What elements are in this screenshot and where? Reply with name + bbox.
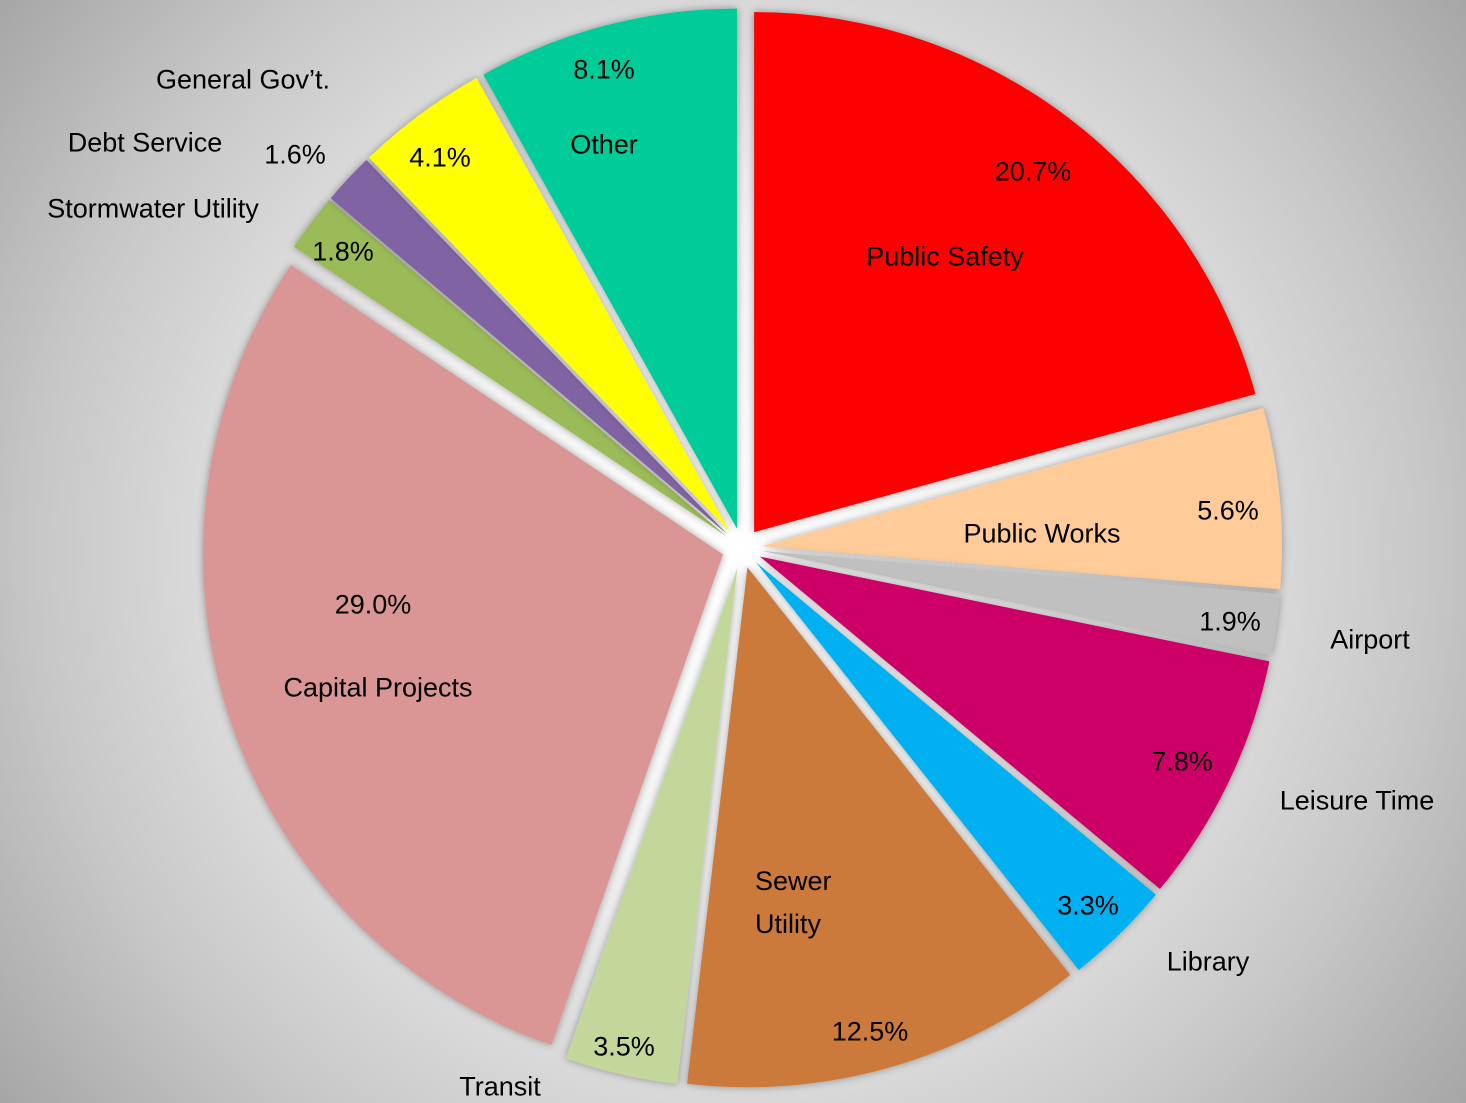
category-label: Capital Projects <box>283 672 473 703</box>
value-label: 3.5% <box>593 1031 655 1062</box>
value-label: 4.1% <box>409 142 471 173</box>
category-label: General Gov’t. <box>155 64 331 95</box>
pie-slice <box>760 556 1270 890</box>
pie-slice <box>203 265 724 1046</box>
value-label: 7.8% <box>1151 746 1213 777</box>
value-label: 3.3% <box>1057 890 1119 921</box>
category-label: Other <box>570 129 638 160</box>
value-label: 5.6% <box>1197 495 1259 526</box>
category-label: Public Safety <box>866 241 1024 272</box>
pie-slice <box>369 77 731 532</box>
pie-slice <box>761 408 1282 590</box>
pie-slice <box>754 12 1256 533</box>
category-label: Stormwater Utility <box>47 193 259 224</box>
value-label: 8.1% <box>573 54 635 85</box>
pie-slice <box>761 550 1280 656</box>
value-label: 1.8% <box>312 236 374 267</box>
value-label: 1.9% <box>1199 606 1261 637</box>
category-label: Sewer Utility <box>755 866 832 939</box>
category-label: Transit <box>459 1071 541 1102</box>
category-label: Debt Service <box>67 127 223 158</box>
value-label: 1.6% <box>264 139 326 170</box>
pie-slice <box>565 567 738 1084</box>
pie-slice <box>483 8 737 529</box>
category-label: Public Works <box>963 518 1121 549</box>
pie-slice <box>293 199 727 536</box>
category-label: Library <box>1166 946 1250 977</box>
pie-slice <box>687 567 1071 1088</box>
value-label: 12.5% <box>831 1016 909 1047</box>
value-label: 29.0% <box>334 589 412 620</box>
value-label: 20.7% <box>994 156 1072 187</box>
category-label: Airport <box>1330 624 1410 655</box>
category-label: Leisure Time <box>1279 785 1435 816</box>
pie-slice <box>755 562 1156 970</box>
pie-slice <box>330 160 728 535</box>
